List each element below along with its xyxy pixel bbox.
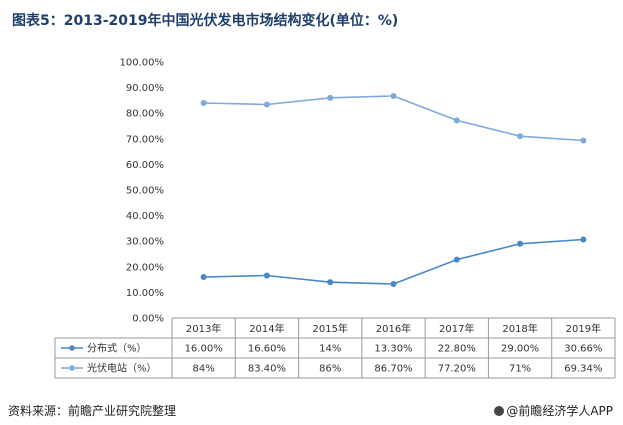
y-tick-label: 10.00% xyxy=(126,288,164,299)
y-tick-label: 60.00% xyxy=(126,160,164,171)
data-point xyxy=(453,256,460,263)
series-line xyxy=(203,238,584,285)
data-point xyxy=(200,99,207,106)
x-tick-label: 2015年 xyxy=(312,322,347,335)
y-tick-label: 90.00% xyxy=(126,83,164,94)
x-tick-label: 2013年 xyxy=(186,322,221,335)
y-tick-label: 0.00% xyxy=(132,314,164,325)
legend-series-name: 光伏电站（%） xyxy=(87,362,157,375)
legend-key-marker xyxy=(69,365,75,371)
data-label: 22.80% xyxy=(438,344,476,355)
y-tick-label: 80.00% xyxy=(126,109,164,120)
data-label: 86% xyxy=(319,364,341,375)
series-line xyxy=(203,95,584,142)
data-point xyxy=(327,279,334,286)
data-point xyxy=(580,137,587,144)
data-point xyxy=(453,117,460,124)
series-lines xyxy=(200,93,587,287)
data-label: 14% xyxy=(319,344,341,355)
x-tick-label: 2017年 xyxy=(439,322,474,335)
data-point xyxy=(517,133,524,140)
data-label: 69.34% xyxy=(564,364,602,375)
chart-title: 图表5：2013-2019年中国光伏发电市场结构变化(单位：%) xyxy=(12,13,399,29)
brand-text: @前瞻经济学人APP xyxy=(506,404,613,418)
data-point xyxy=(517,240,524,247)
legend-series-name: 分布式（%） xyxy=(87,342,147,355)
y-axis: 0.00% 10.00% 20.00% 30.00% 40.00% 50.00% 60.00… xyxy=(120,58,165,325)
data-label: 29.00% xyxy=(501,344,539,355)
y-tick-label: 70.00% xyxy=(126,134,164,145)
data-point xyxy=(580,236,587,243)
legend-key-marker xyxy=(69,345,75,351)
x-tick-label: 2016年 xyxy=(376,322,411,335)
brand-note: @前瞻经济学人APP xyxy=(494,402,613,419)
data-label: 84% xyxy=(193,364,215,375)
y-tick-label: 100.00% xyxy=(120,58,165,69)
brand-logo-icon xyxy=(494,406,505,416)
data-label: 86.70% xyxy=(374,364,412,375)
data-point xyxy=(390,93,397,100)
data-table: 2013年 2014年 2015年 2016年 2017年 2018年 2019年分布式（%… xyxy=(54,317,616,379)
data-label: 16.60% xyxy=(248,344,286,355)
x-tick-label: 2019年 xyxy=(566,322,601,335)
y-tick-label: 30.00% xyxy=(126,237,164,248)
data-label: 83.40% xyxy=(248,364,286,375)
data-label: 13.30% xyxy=(374,344,412,355)
y-tick-label: 50.00% xyxy=(126,186,164,197)
y-tick-label: 20.00% xyxy=(126,262,164,273)
data-label: 77.20% xyxy=(438,364,476,375)
data-label: 16.00% xyxy=(185,344,223,355)
x-tick-label: 2014年 xyxy=(249,322,284,335)
source-note: 资料来源：前瞻产业研究院整理 xyxy=(8,404,177,418)
x-tick-label: 2018年 xyxy=(502,322,537,335)
data-point xyxy=(263,272,270,279)
data-point xyxy=(327,94,334,101)
data-point xyxy=(200,274,207,281)
y-tick-label: 40.00% xyxy=(126,211,164,222)
data-point xyxy=(390,280,397,287)
data-label: 71% xyxy=(509,364,531,375)
data-point xyxy=(263,101,270,108)
data-label: 30.66% xyxy=(564,344,602,355)
